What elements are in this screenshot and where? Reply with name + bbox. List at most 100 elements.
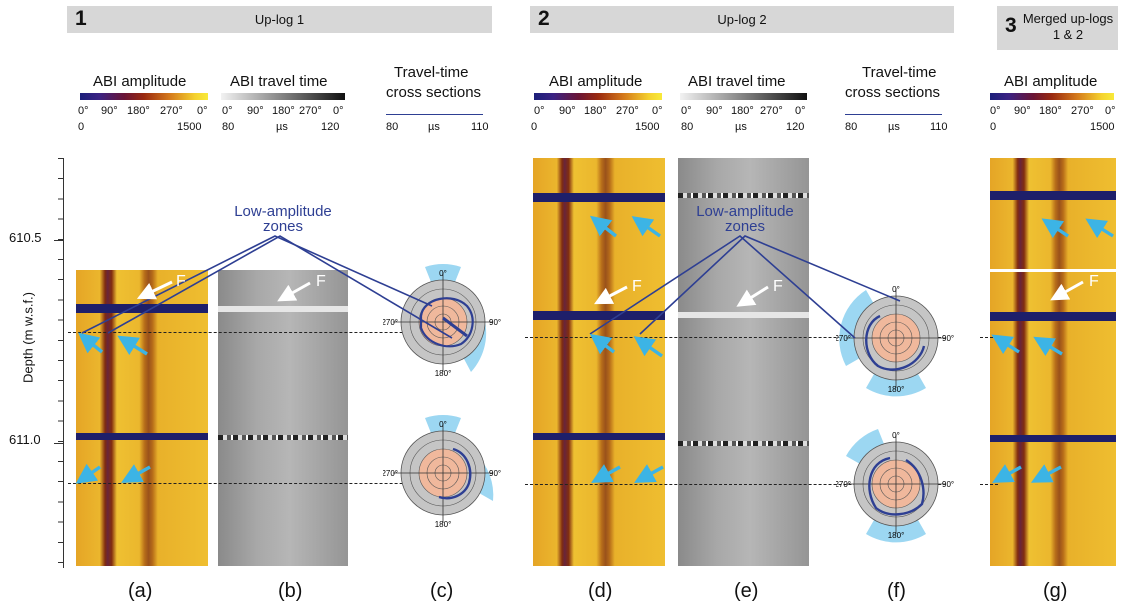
section-header-2: 2 Up-log 2 <box>530 6 954 33</box>
depth-axis-major-tick <box>54 240 63 241</box>
tick-label: 0° <box>681 105 692 117</box>
fracture-label: F <box>773 278 783 295</box>
tick-label: 90° <box>1014 105 1031 117</box>
tick-label: 0° <box>795 105 806 117</box>
leader-lines-right <box>589 234 901 339</box>
panel-label-b: (b) <box>278 580 303 602</box>
cyan-arrows <box>75 215 1114 484</box>
travel-time-colorbar <box>680 93 807 100</box>
fracture-arrow <box>1050 280 1084 301</box>
tick-label: 180° <box>731 105 754 117</box>
polar-label-top: 0° <box>892 285 900 294</box>
travel-time-band <box>678 441 809 446</box>
tick-label: 90° <box>706 105 723 117</box>
fracture-label: F <box>1089 273 1099 290</box>
tick-label: 0° <box>78 105 89 117</box>
depth-marker-line <box>980 484 998 485</box>
tick-label: 80 <box>681 121 694 133</box>
tick-label: 0° <box>333 105 344 117</box>
panel-label-f: (f) <box>887 580 906 602</box>
colorbar-title-amplitude: ABI amplitude <box>549 73 643 90</box>
tick-label: 270° <box>760 105 783 117</box>
panel-g-amplitude-upper <box>990 158 1116 269</box>
tick-label: 0° <box>990 105 1001 117</box>
depth-marker-line <box>68 483 478 484</box>
polar-label-right: 90° <box>489 469 501 478</box>
tick-label: 0 <box>990 121 997 133</box>
amplitude-colorbar <box>534 93 662 100</box>
polar-label-top: 0° <box>439 269 447 278</box>
depth-marker-line <box>68 332 478 333</box>
tick-label: 110 <box>471 121 489 133</box>
tick-label: 0° <box>197 105 208 117</box>
tick-label: µs <box>888 121 900 133</box>
polar-label-top: 0° <box>439 420 447 429</box>
fracture-arrow <box>736 285 769 307</box>
fracture-arrow <box>594 285 628 305</box>
fracture-label: F <box>632 278 642 295</box>
tick-label: 1500 <box>177 121 202 133</box>
low-amplitude-annotation: Low-amplitude zones <box>228 204 338 234</box>
polar-label-left: 270° <box>383 469 398 478</box>
panel-label-c: (c) <box>430 580 454 602</box>
cross-section-title-line2: cross sections <box>386 84 482 101</box>
depth-axis-minor-ticks <box>58 158 63 568</box>
panel-a-amplitude-image <box>76 270 208 566</box>
travel-time-trace <box>865 314 926 371</box>
fracture-arrow <box>136 280 173 300</box>
polar-section-f-lower: 0° 90° 180° 270° <box>836 429 954 543</box>
tick-label: 90° <box>559 105 576 117</box>
cross-section-scale-line <box>386 114 483 115</box>
tick-label: 180° <box>584 105 607 117</box>
depth-marker-line <box>525 484 941 485</box>
depth-marker-line <box>525 337 941 338</box>
colorbar-title-amplitude: ABI amplitude <box>93 73 187 90</box>
colorbar-title-amplitude: ABI amplitude <box>1004 73 1098 90</box>
section-title: Up-log 1 <box>254 12 305 27</box>
polar-label-left: 270° <box>836 334 851 343</box>
depth-axis-major-tick <box>54 443 63 444</box>
section-header-1: 1 Up-log 1 <box>67 6 492 33</box>
cross-section-title-line2: cross sections <box>845 84 941 101</box>
tick-label: 0° <box>222 105 233 117</box>
amplitude-colorbar <box>80 93 208 100</box>
colorbar-title-travel-time: ABI travel time <box>230 73 328 90</box>
panel-label-d: (d) <box>588 580 613 602</box>
panel-label-g: (g) <box>1043 580 1068 602</box>
tick-label: 270° <box>160 105 183 117</box>
polar-label-right: 90° <box>942 334 954 343</box>
tick-label: µs <box>735 121 747 133</box>
polar-label-left: 270° <box>383 318 398 327</box>
tick-label: 120 <box>786 121 805 133</box>
travel-time-band <box>678 193 809 198</box>
section-title: Up-log 2 <box>717 12 767 27</box>
tick-label: 80 <box>222 121 235 133</box>
low-amplitude-band <box>533 433 665 440</box>
panel-label-a: (a) <box>128 580 153 602</box>
annotation-line1: Low-amplitude <box>234 203 332 220</box>
low-amplitude-band <box>76 304 208 313</box>
tick-label: 0° <box>1105 105 1116 117</box>
tick-label: 90° <box>101 105 118 117</box>
depth-tick-label: 610.5 <box>9 230 42 245</box>
polar-label-right: 90° <box>489 318 501 327</box>
tick-label: 110 <box>930 121 948 133</box>
polar-label-left: 270° <box>836 480 851 489</box>
polar-label-bottom: 180° <box>888 385 905 394</box>
polar-label-right: 90° <box>942 480 954 489</box>
polar-label-bottom: 180° <box>435 520 452 529</box>
low-amplitude-band <box>990 435 1116 442</box>
tick-label: 180° <box>1039 105 1062 117</box>
section-title: Merged up-logs 1 & 2 <box>1022 11 1114 42</box>
low-amplitude-band <box>990 191 1116 200</box>
tick-label: 270° <box>616 105 639 117</box>
tick-label: 270° <box>1071 105 1094 117</box>
polar-section-c-lower: 0° 90° 180° 270° <box>383 415 501 529</box>
annotation-line2: zones <box>262 218 304 235</box>
polar-label-top: 0° <box>892 431 900 440</box>
tick-label: 1500 <box>635 121 660 133</box>
tick-label: 90° <box>247 105 264 117</box>
low-amplitude-band <box>990 312 1116 321</box>
low-amplitude-band <box>533 193 665 202</box>
fracture-arrow <box>277 281 311 302</box>
